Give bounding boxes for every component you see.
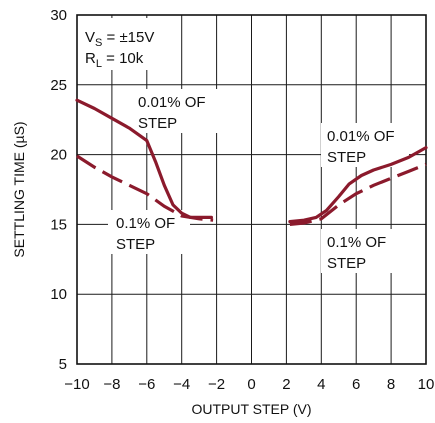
conditions-box: VS = ±15V RL = 10k <box>80 18 168 70</box>
x-tick-labels: −10 −8 −6 −4 −2 0 2 4 6 8 10 <box>64 376 434 393</box>
plot-border <box>76 14 427 365</box>
x-tick-label: 10 <box>418 376 435 393</box>
x-tick-label: 0 <box>247 376 255 393</box>
annotation-left-01-line2: STEP <box>116 236 155 253</box>
x-tick-label: −8 <box>103 376 120 393</box>
series-0-1-percent-positive <box>289 162 427 226</box>
series-annotations: 0.01% OF STEP 0.1% OF STEP 0.01% OF STEP… <box>108 89 409 273</box>
annotation-right-01: 0.1% OF STEP <box>321 229 403 273</box>
annotation-right-01-line1: 0.1% OF <box>327 234 386 251</box>
annotation-left-001-line1: 0.01% OF <box>138 94 206 111</box>
annotation-right-001-line1: 0.01% OF <box>327 128 395 145</box>
y-axis-title: SETTLING TIME (µS) <box>11 121 27 257</box>
x-tick-label: −6 <box>138 376 155 393</box>
x-tick-label: −4 <box>173 376 190 393</box>
x-tick-label: 2 <box>282 376 290 393</box>
rl-condition: RL = 10k <box>85 50 144 70</box>
annotation-left-01: 0.1% OF STEP <box>108 210 190 254</box>
annotation-right-01-line2: STEP <box>327 255 366 272</box>
annotation-right-001: 0.01% OF STEP <box>321 123 409 167</box>
x-tick-label: −10 <box>64 376 89 393</box>
plot-frame <box>76 14 427 365</box>
y-tick-label: 25 <box>50 77 67 94</box>
x-tick-label: −2 <box>208 376 225 393</box>
series-0-1-percent-negative <box>76 154 214 222</box>
x-tick-label: 6 <box>352 376 360 393</box>
conditions-background <box>80 18 168 70</box>
series-0-01-percent-positive <box>288 146 428 224</box>
series-layer <box>75 98 428 226</box>
annotation-right-001-line2: STEP <box>327 149 366 166</box>
vs-condition: VS = ±15V <box>85 29 154 49</box>
x-tick-label: 8 <box>387 376 395 393</box>
y-tick-labels: 5 10 15 20 25 30 <box>50 7 67 373</box>
y-tick-label: 10 <box>50 286 67 303</box>
y-tick-label: 20 <box>50 147 67 164</box>
annotation-left-001: 0.01% OF STEP <box>132 89 220 133</box>
y-tick-label: 5 <box>59 356 67 373</box>
annotation-left-001-line2: STEP <box>138 115 177 132</box>
x-axis-title: OUTPUT STEP (V) <box>191 401 311 417</box>
series-0-01-percent-negative <box>75 98 213 219</box>
y-tick-label: 30 <box>50 7 67 24</box>
y-tick-label: 15 <box>50 216 67 233</box>
x-tick-label: 4 <box>317 376 325 393</box>
annotation-left-01-line1: 0.1% OF <box>116 215 175 232</box>
